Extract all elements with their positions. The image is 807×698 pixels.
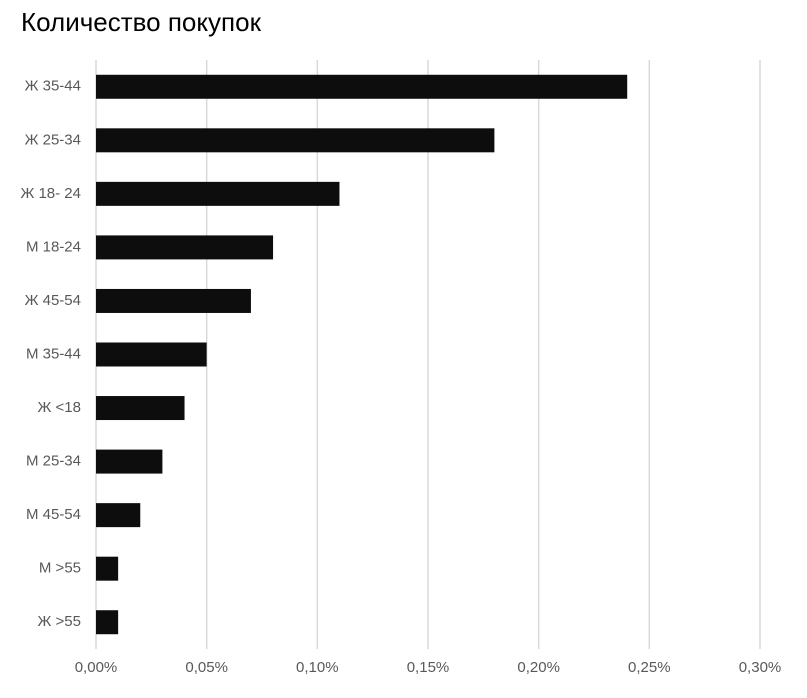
- y-tick-label: М >55: [39, 560, 81, 577]
- bar: [96, 342, 207, 367]
- y-tick-label: Ж 45-54: [25, 292, 81, 309]
- bar: [96, 449, 163, 474]
- bar: [96, 556, 119, 581]
- y-tick-label: Ж 18- 24: [20, 185, 81, 202]
- bar: [96, 610, 119, 635]
- y-tick-label: Ж 35-44: [25, 78, 81, 95]
- bar: [96, 128, 495, 153]
- y-tick-label: М 45-54: [26, 506, 81, 523]
- bar: [96, 288, 251, 313]
- x-tick-label: 0,15%: [407, 659, 450, 676]
- x-tick-label: 0,05%: [185, 659, 228, 676]
- y-tick-label: Ж >55: [38, 613, 81, 630]
- y-tick-label: М 35-44: [26, 345, 81, 362]
- x-tick-label: 0,25%: [628, 659, 671, 676]
- x-tick-label: 0,20%: [517, 659, 560, 676]
- y-tick-label: М 18-24: [26, 238, 81, 255]
- y-tick-label: Ж 25-34: [25, 131, 81, 148]
- x-tick-label: 0,10%: [296, 659, 339, 676]
- y-tick-label: М 25-34: [26, 453, 81, 470]
- bar: [96, 396, 185, 421]
- bar: [96, 181, 340, 206]
- chart-title: Количество покупок: [21, 7, 262, 37]
- bar: [96, 503, 141, 528]
- x-tick-label: 0,30%: [739, 659, 782, 676]
- bar: [96, 235, 274, 260]
- bar: [96, 74, 628, 99]
- y-tick-label: Ж <18: [38, 399, 81, 416]
- x-tick-label: 0,00%: [75, 659, 118, 676]
